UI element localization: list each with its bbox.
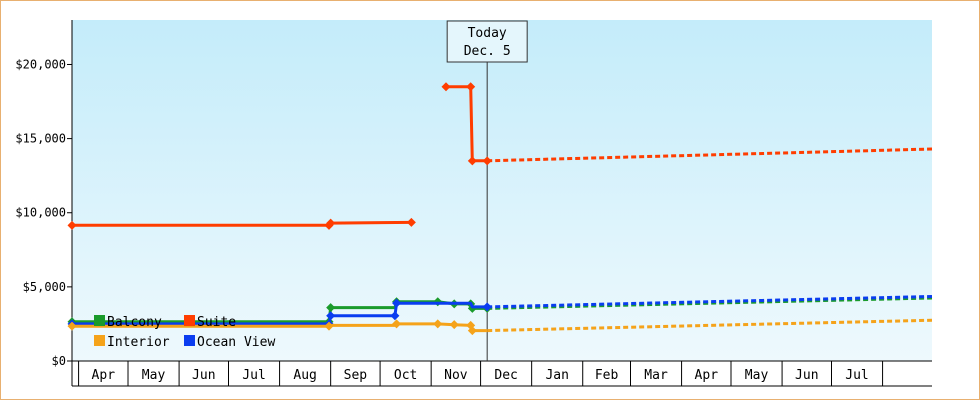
- today-marker: Today Dec. 5: [446, 20, 528, 361]
- ocean-view-point: [482, 302, 492, 312]
- ocean-view-point: [392, 298, 402, 308]
- interior-point: [324, 321, 334, 331]
- plot-background: [72, 20, 932, 361]
- legend: Balcony Suite Interior Ocean View: [94, 315, 275, 350]
- month-label: Feb: [595, 368, 619, 383]
- month-label: Nov: [444, 368, 468, 383]
- month-label: Dec: [494, 368, 517, 383]
- suite-point: [326, 218, 336, 228]
- month-label: Jun: [192, 368, 215, 383]
- interior-point: [67, 321, 77, 331]
- ocean-view-point: [326, 311, 336, 321]
- month-label: Mar: [644, 368, 668, 383]
- today-date-label: Dec. 5: [464, 44, 511, 59]
- series-suite: [67, 82, 933, 230]
- suite-point: [441, 82, 451, 92]
- today-label-box: [446, 20, 528, 63]
- interior-point: [433, 319, 443, 329]
- legend-label: Ocean View: [197, 335, 275, 350]
- month-label: Oct: [394, 368, 417, 383]
- interior-point: [467, 326, 477, 336]
- suite-forecast-line: [487, 147, 933, 163]
- y-axis: $0 $5,000 $10,000 $15,000 $20,000: [15, 20, 73, 386]
- suite-point: [406, 217, 416, 227]
- suite-point: [466, 82, 476, 92]
- y-tick-label: $20,000: [15, 57, 66, 71]
- suite-price-line-2: [446, 85, 488, 163]
- legend-label: Suite: [197, 315, 236, 330]
- month-label: Jun: [795, 368, 818, 383]
- month-label: May: [142, 368, 166, 383]
- suite-point: [482, 156, 492, 166]
- series-layer: [67, 82, 933, 336]
- ocean-view-point: [390, 311, 400, 321]
- ocean-view-forecast-line: [487, 295, 933, 309]
- today-label: Today: [468, 26, 507, 41]
- month-label: Sep: [344, 368, 368, 383]
- y-tick-label: $5,000: [23, 280, 66, 294]
- legend-swatch: [184, 315, 195, 326]
- month-label: Aug: [293, 368, 316, 383]
- balcony-point: [326, 303, 336, 313]
- month-label: Apr: [92, 368, 116, 383]
- suite-point: [67, 220, 77, 230]
- legend-swatch: [184, 335, 195, 346]
- interior-forecast-line: [487, 318, 933, 333]
- y-tick-label: $0: [52, 354, 66, 368]
- interior-point: [392, 319, 402, 329]
- legend-swatch: [94, 335, 105, 346]
- interior-point: [449, 320, 459, 330]
- x-axis: Apr May Jun Jul Aug Sep Oct Nov Dec Jan Feb Mar Apr M…: [72, 360, 932, 387]
- y-tick-label: $10,000: [15, 206, 66, 220]
- month-label: May: [745, 368, 769, 383]
- month-label: Jul: [242, 368, 265, 383]
- legend-swatch: [94, 315, 105, 326]
- month-label: Jan: [545, 368, 568, 383]
- y-tick-label: $15,000: [15, 132, 66, 146]
- month-label: Jul: [845, 368, 868, 383]
- month-label: Apr: [695, 368, 719, 383]
- legend-label: Interior: [107, 335, 170, 350]
- legend-label: Balcony: [107, 315, 162, 330]
- series-interior: [67, 318, 933, 336]
- suite-point: [467, 156, 477, 166]
